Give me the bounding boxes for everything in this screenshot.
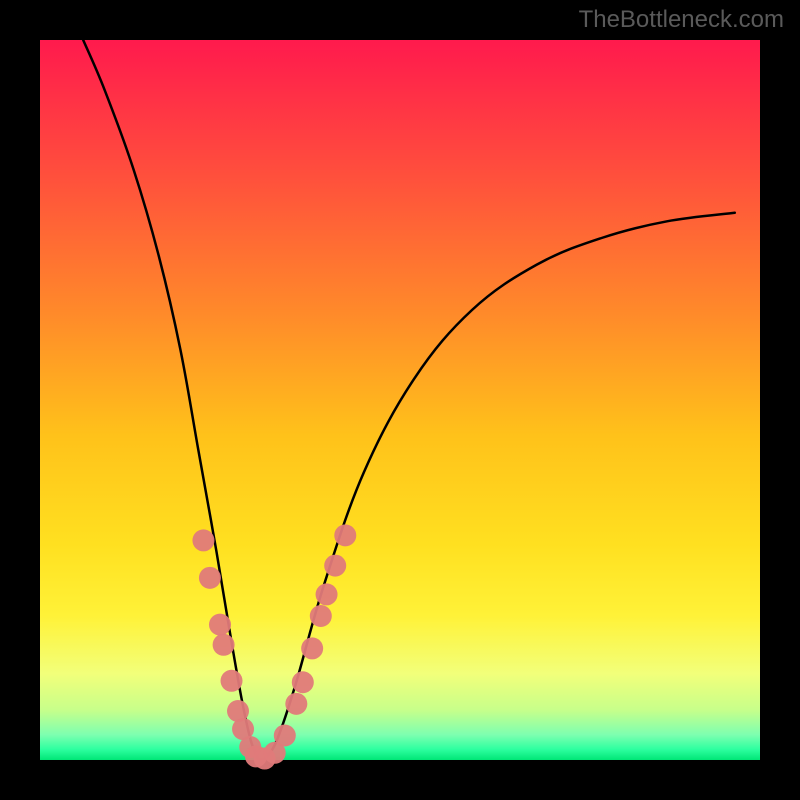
marker-dot: [213, 634, 235, 656]
watermark-text: TheBottleneck.com: [579, 6, 784, 34]
marker-dot: [316, 583, 338, 605]
marker-dot: [199, 567, 221, 589]
bottleneck-curve: [83, 40, 735, 760]
marker-dot: [301, 637, 323, 659]
marker-dot: [334, 524, 356, 546]
marker-dot: [310, 605, 332, 627]
marker-dot: [221, 670, 243, 692]
curve-layer: [40, 40, 760, 760]
marker-dot: [292, 671, 314, 693]
marker-dot: [324, 555, 346, 577]
plot-area: [40, 40, 760, 760]
chart-stage: TheBottleneck.com: [0, 0, 800, 800]
marker-dot: [285, 693, 307, 715]
marker-dot: [192, 529, 214, 551]
marker-dot: [209, 614, 231, 636]
marker-dot: [274, 725, 296, 747]
